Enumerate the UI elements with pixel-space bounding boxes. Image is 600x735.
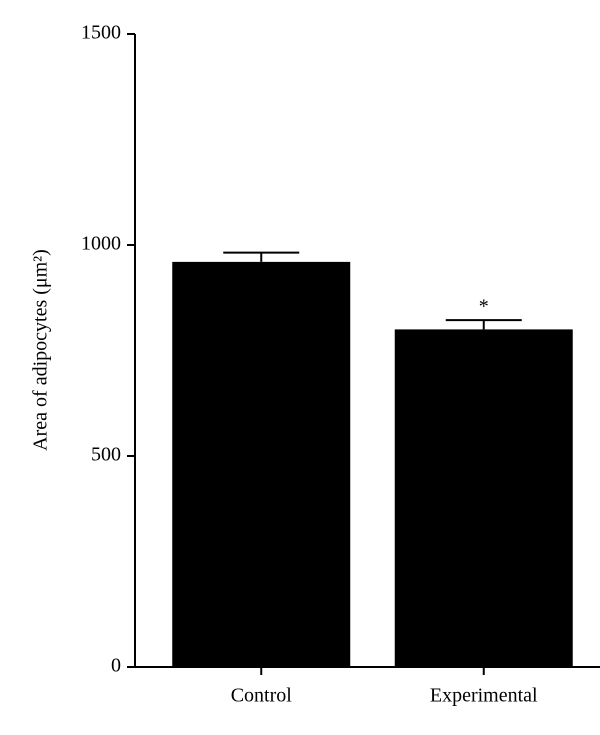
y-tick-label: 1000 xyxy=(81,233,121,255)
y-tick-label: 1500 xyxy=(81,22,121,44)
x-tick-label: Experimental xyxy=(430,685,538,707)
y-axis-label: Area of adipocytes (μm²) xyxy=(30,249,52,451)
x-tick-label: Control xyxy=(231,685,293,707)
bar xyxy=(172,261,351,667)
y-tick-label: 0 xyxy=(111,655,121,677)
y-tick-label: 500 xyxy=(91,444,121,466)
bar xyxy=(394,329,573,667)
significance-label: * xyxy=(479,296,489,318)
